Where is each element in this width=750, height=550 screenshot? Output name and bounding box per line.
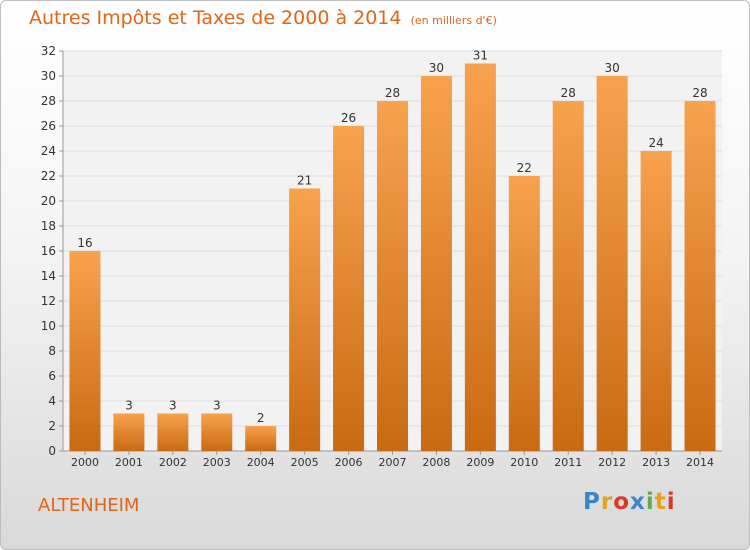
logo-letter: i (666, 489, 676, 515)
bar-value-label: 30 (429, 61, 444, 75)
bar-value-label: 26 (341, 111, 356, 125)
y-tick-label: 4 (48, 394, 56, 408)
bar-value-label: 21 (297, 174, 312, 188)
bar-value-label: 16 (77, 236, 92, 250)
place-name: ALTENHEIM (38, 495, 140, 516)
y-tick-label: 14 (41, 269, 56, 283)
bar (333, 126, 365, 451)
x-tick-label: 2000 (71, 456, 99, 469)
bar-value-label: 28 (385, 86, 400, 100)
bar (684, 101, 716, 451)
x-tick-label: 2012 (598, 456, 626, 469)
bar (464, 63, 496, 451)
x-tick-label: 2005 (291, 456, 319, 469)
logo-letter: t (654, 489, 667, 515)
bar-value-label: 3 (125, 399, 133, 413)
x-tick-label: 2009 (466, 456, 494, 469)
y-tick-label: 16 (41, 244, 56, 258)
y-tick-label: 24 (41, 144, 56, 158)
bar (289, 188, 321, 451)
bar (596, 76, 628, 451)
bar (508, 176, 540, 451)
y-tick-label: 26 (41, 119, 56, 133)
bar-value-label: 31 (473, 49, 488, 63)
x-tick-label: 2014 (686, 456, 714, 469)
y-tick-label: 6 (48, 369, 56, 383)
x-tick-label: 2010 (510, 456, 538, 469)
bar-value-label: 3 (213, 399, 221, 413)
y-tick-label: 2 (48, 419, 56, 433)
x-tick-label: 2004 (247, 456, 275, 469)
x-tick-label: 2011 (554, 456, 582, 469)
x-tick-label: 2002 (159, 456, 187, 469)
bar (113, 413, 145, 451)
bar-value-label: 22 (517, 161, 532, 175)
chart-title: Autres Impôts et Taxes de 2000 à 2014 (e… (29, 7, 497, 29)
bar (69, 251, 101, 451)
bar-value-label: 2 (257, 411, 265, 425)
y-tick-label: 8 (48, 344, 56, 358)
y-tick-label: 12 (41, 294, 56, 308)
chart-unit: (en milliers d'€) (410, 14, 497, 27)
logo-letter: r (600, 489, 614, 515)
bar-value-label: 28 (561, 86, 576, 100)
logo-letter: x (630, 489, 646, 515)
y-tick-label: 0 (48, 444, 56, 458)
chart-title-text: Autres Impôts et Taxes de 2000 à 2014 (29, 7, 402, 29)
x-tick-label: 2003 (203, 456, 231, 469)
bar (245, 426, 277, 451)
bar (552, 101, 584, 451)
x-tick-label: 2013 (642, 456, 670, 469)
x-tick-label: 2001 (115, 456, 143, 469)
bar (157, 413, 189, 451)
bar-value-label: 28 (692, 86, 707, 100)
y-tick-label: 22 (41, 169, 56, 183)
bar-value-label: 30 (605, 61, 620, 75)
y-tick-label: 18 (41, 219, 56, 233)
y-tick-label: 28 (41, 94, 56, 108)
bar-value-label: 24 (648, 136, 663, 150)
bar (640, 151, 672, 451)
y-tick-label: 20 (41, 194, 56, 208)
bar (201, 413, 233, 451)
x-tick-label: 2007 (379, 456, 407, 469)
proxiti-logo: Proxiti (583, 489, 676, 515)
y-tick-label: 10 (41, 319, 56, 333)
y-tick-label: 32 (41, 44, 56, 58)
bar (377, 101, 408, 451)
bar (420, 76, 452, 451)
y-tick-label: 30 (41, 69, 56, 83)
bar-value-label: 3 (169, 399, 177, 413)
logo-letter: o (613, 489, 631, 515)
logo-letter: i (645, 489, 655, 515)
logo-letter: P (583, 489, 601, 515)
x-tick-label: 2008 (422, 456, 450, 469)
x-tick-label: 2006 (335, 456, 363, 469)
